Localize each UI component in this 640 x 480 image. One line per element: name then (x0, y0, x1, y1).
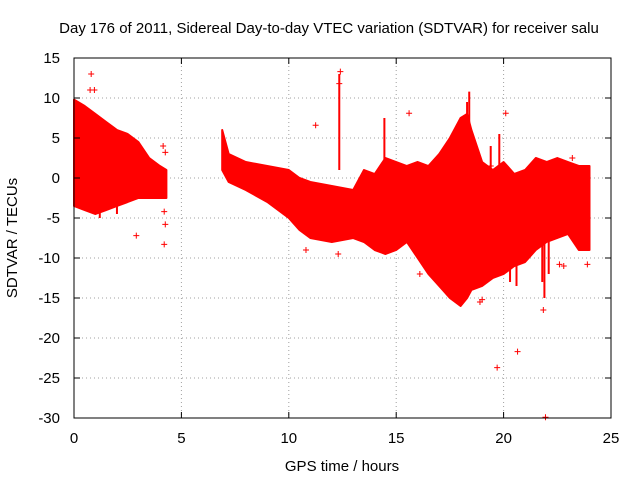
x-tick-label: 15 (388, 430, 405, 447)
y-tick-label: -5 (47, 210, 60, 227)
plot-frame (73, 57, 612, 419)
data-point (161, 241, 168, 248)
data-point (542, 414, 549, 421)
y-tick-label: 5 (52, 130, 60, 147)
data-point (502, 110, 509, 117)
data-point (560, 263, 567, 269)
x-tick-label: 5 (177, 430, 185, 447)
data-point (91, 87, 98, 93)
y-tick-label: 15 (43, 50, 60, 67)
data-point (335, 251, 342, 257)
data-point (162, 221, 169, 228)
data-point (337, 68, 344, 75)
y-tick-label: -10 (38, 250, 60, 267)
data-point (556, 261, 563, 268)
data-point (406, 110, 413, 117)
data-point (584, 261, 591, 268)
data-point (133, 232, 140, 239)
data-point (162, 149, 169, 156)
x-tick-label: 10 (280, 430, 297, 447)
axis-ticks (73, 57, 612, 419)
data-point (494, 364, 501, 371)
data-point (416, 271, 423, 277)
x-tick-label: 0 (70, 430, 78, 447)
y-tick-label: 10 (43, 90, 60, 107)
y-tick-label: -15 (38, 290, 60, 307)
chart-title: Day 176 of 2011, Sidereal Day-to-day VTE… (59, 20, 599, 37)
data-point (161, 208, 168, 215)
data-point (514, 348, 521, 355)
data-point (569, 155, 576, 161)
data-point (88, 71, 95, 77)
data-point (160, 143, 167, 149)
y-tick-label: 0 (52, 170, 60, 187)
data-point (540, 307, 547, 313)
x-axis-label: GPS time / hours (285, 458, 399, 475)
x-tick-label: 20 (495, 430, 512, 447)
y-tick-label: -20 (38, 330, 60, 347)
y-tick-label: -25 (38, 370, 60, 387)
data-point (476, 299, 483, 305)
data-band (73, 98, 168, 215)
data-point (336, 80, 343, 87)
data-point (487, 163, 494, 169)
y-axis-label: SDTVAR / TECUs (4, 178, 21, 298)
data-points (73, 68, 591, 421)
data-band (221, 113, 591, 307)
tick-labels: 0 5 10 15 20 25 -30 -25 -20 -15 -10 -5 0 5 10 15 (38, 50, 619, 447)
data-point (312, 122, 319, 129)
data-point (302, 247, 309, 253)
y-tick-label: -30 (38, 410, 60, 427)
x-tick-label: 25 (603, 430, 620, 447)
